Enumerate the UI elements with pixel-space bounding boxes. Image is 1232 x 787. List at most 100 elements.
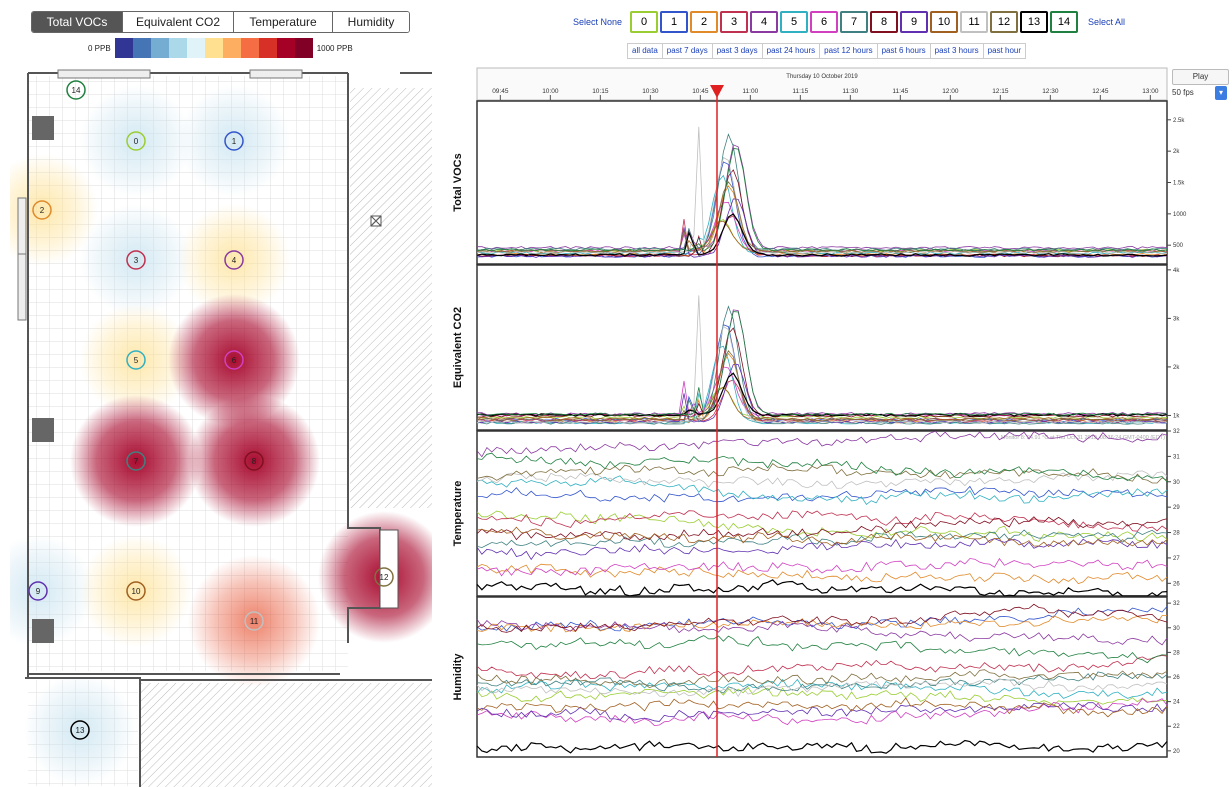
sensor-toggle-3[interactable]: 3: [720, 11, 749, 33]
time-range-past-12-hours[interactable]: past 12 hours: [820, 44, 878, 58]
select-none-link[interactable]: Select None: [573, 17, 623, 27]
series-line-sensor-2: [476, 615, 1168, 633]
floor-sensor-6[interactable]: 6: [224, 350, 244, 370]
floor-sensor-2[interactable]: 2: [32, 200, 52, 220]
sensor-label: 4: [232, 256, 237, 265]
time-range-past-3-hours[interactable]: past 3 hours: [931, 44, 984, 58]
sensor-toggle-0[interactable]: 0: [630, 11, 659, 33]
time-tick-label: 12:30: [1042, 88, 1059, 95]
sensor-marker-icon: [224, 250, 244, 270]
tab-humidity[interactable]: Humidity: [333, 12, 409, 32]
time-range-all-data[interactable]: all data: [628, 44, 663, 58]
time-tick-label: 11:00: [742, 88, 758, 95]
sensor-toggle-14[interactable]: 14: [1050, 11, 1079, 33]
y-tick-label: 2k: [1173, 365, 1180, 371]
time-range-selector: all data past 7 days past 3 days past 24 ho…: [627, 43, 1027, 59]
sensor-label: 14: [72, 86, 81, 95]
series-line-sensor-1: [476, 324, 1168, 422]
time-tick-label: 13:00: [1142, 88, 1159, 95]
sensor-marker-icon: [126, 250, 146, 270]
heat-blob-7: [70, 395, 202, 527]
time-range-past-7-days[interactable]: past 7 days: [663, 44, 713, 58]
time-cursor-handle-icon[interactable]: [710, 85, 724, 98]
sensor-marker-icon: [66, 80, 86, 100]
y-tick-label: 20: [1173, 749, 1180, 755]
y-tick-label: 28: [1173, 531, 1180, 537]
y-tick-label: 31: [1173, 454, 1180, 460]
time-tick-label: 11:45: [892, 88, 908, 95]
time-range-past-6-hours[interactable]: past 6 hours: [878, 44, 931, 58]
chart-title: Humidity: [452, 653, 464, 701]
floor-sensor-7[interactable]: 7: [126, 451, 146, 471]
tab-equivalent-co2[interactable]: Equivalent CO2: [123, 12, 234, 32]
sensor-toggle-11[interactable]: 11: [960, 11, 989, 33]
time-range-past-hour[interactable]: past hour: [987, 46, 1022, 55]
legend-swatch: [204, 38, 223, 58]
sensor-toggle-6[interactable]: 6: [810, 11, 839, 33]
heat-blob-1: [178, 85, 290, 197]
sensor-toggle-9[interactable]: 9: [900, 11, 929, 33]
floor-sensor-5[interactable]: 5: [126, 350, 146, 370]
series-line-sensor-14: [476, 148, 1168, 252]
legend-swatch: [294, 38, 313, 58]
sensor-toggle-7[interactable]: 7: [840, 11, 869, 33]
floor-sensor-14[interactable]: 14: [66, 80, 86, 100]
sensor-toggle-10[interactable]: 10: [930, 11, 959, 33]
series-line-sensor-13: [476, 213, 1168, 257]
legend-swatch: [276, 38, 295, 58]
heat-blob-2: [10, 154, 98, 266]
dropdown-arrow-icon: ▾: [1215, 86, 1227, 100]
floor-sensor-1[interactable]: 1: [224, 131, 244, 151]
y-tick-label: 32: [1173, 429, 1180, 435]
floor-sensor-12[interactable]: 12: [374, 567, 394, 587]
time-range-past-24-hours[interactable]: past 24 hours: [763, 44, 821, 58]
y-tick-label: 24: [1173, 700, 1180, 706]
floor-sensor-3[interactable]: 3: [126, 250, 146, 270]
sensor-marker-icon: [126, 131, 146, 151]
time-range-past-3-days[interactable]: past 3 days: [713, 44, 763, 58]
tab-temperature[interactable]: Temperature: [234, 12, 333, 32]
sensor-marker-icon: [32, 200, 52, 220]
sensor-button-group: 0 1 2 3 4 5 6 7 8 9 10 11 12 13 14: [630, 11, 1080, 33]
chart-title: Equivalent CO2: [452, 307, 464, 388]
select-all-link[interactable]: Select All: [1088, 17, 1126, 27]
sensor-toggle-1[interactable]: 1: [660, 11, 689, 33]
fps-select[interactable]: 50 fps ▾: [1172, 86, 1227, 100]
legend-swatch: [132, 38, 151, 58]
heat-blob-13: [24, 674, 136, 786]
sensor-toggle-4[interactable]: 4: [750, 11, 779, 33]
sensor-toggle-12[interactable]: 12: [990, 11, 1019, 33]
y-tick-label: 4k: [1173, 268, 1180, 274]
time-tick-label: 12:00: [942, 88, 959, 95]
floor-sensor-13[interactable]: 13: [70, 720, 90, 740]
floor-sensor-10[interactable]: 10: [126, 581, 146, 601]
time-tick-label: 12:45: [1092, 88, 1109, 95]
series-line-sensor-10: [476, 526, 1168, 548]
floor-sensor-9[interactable]: 9: [28, 581, 48, 601]
sensor-toggle-5[interactable]: 5: [780, 11, 809, 33]
series-line-sensor-11: [476, 126, 1168, 255]
floor-sensor-8[interactable]: 8: [244, 451, 264, 471]
legend-swatch: [168, 38, 187, 58]
sensor-toggle-13[interactable]: 13: [1020, 11, 1049, 33]
series-line-sensor-8: [476, 603, 1168, 633]
sensor-marker-icon: [70, 720, 90, 740]
series-line-sensor-13: [476, 579, 1168, 597]
sensor-label: 2: [40, 206, 45, 215]
series-line-sensor-1: [477, 485, 1168, 503]
legend-swatch: [222, 38, 241, 58]
legend-swatch: [258, 38, 277, 58]
series-line-sensor-1: [476, 606, 1168, 632]
play-button[interactable]: Play: [1172, 69, 1229, 85]
floor-sensor-0[interactable]: 0: [126, 131, 146, 151]
box-symbol: [370, 215, 382, 227]
floor-sensor-11[interactable]: 11: [244, 611, 264, 631]
tab-total-vocs[interactable]: Total VOCs: [32, 12, 123, 32]
heat-blob-4: [178, 204, 290, 316]
sensor-toggle-8[interactable]: 8: [870, 11, 899, 33]
floor-sensor-4[interactable]: 4: [224, 250, 244, 270]
sensor-toggle-2[interactable]: 2: [690, 11, 719, 33]
series-line-sensor-10: [476, 697, 1168, 718]
